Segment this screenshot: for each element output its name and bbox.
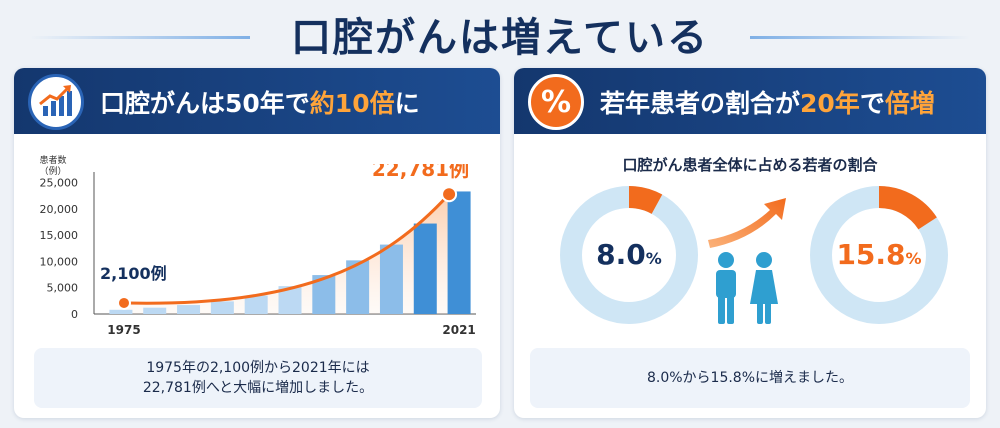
x-tick-label: 1975 — [107, 323, 140, 337]
bar — [244, 295, 268, 314]
patient-count-chart: 0 5,000 10,000 15,000 20,000 25,000 2,100例 22,… — [40, 164, 476, 337]
donut-slice — [810, 186, 948, 324]
right-caption: 8.0%から15.8%に増えました。 — [530, 348, 970, 408]
percent-glyph: % — [540, 84, 572, 120]
people-illustration — [708, 198, 786, 324]
oral-cancer-growth-panel: 口腔がんは50年で約10倍に 患者数 （例） 0 5,000 10,000 15,00… — [14, 68, 500, 418]
donut-after-value: 15.8 — [836, 238, 906, 271]
right-heading-highlight: 20年 — [800, 89, 860, 118]
start-data-label: 2,100例 — [100, 264, 167, 283]
y-axis-unit-line2: （例） — [39, 167, 67, 177]
bar — [346, 260, 370, 314]
x-tick-label: 2021 — [442, 323, 475, 337]
bar — [143, 307, 167, 314]
y-tick-label: 20,000 — [40, 203, 79, 216]
right-panel-heading: 若年患者の割合が20年で倍増 — [600, 84, 935, 120]
y-tick-label: 0 — [71, 308, 78, 321]
left-panel-heading: 口腔がんは50年で約10倍に — [100, 84, 420, 120]
trend-point-start — [117, 295, 131, 310]
y-tick-label: 25,000 — [40, 177, 79, 190]
bar — [312, 275, 336, 314]
donut-before-value: 8.0 — [596, 238, 646, 271]
male-figure-icon — [716, 252, 736, 324]
main-title: 口腔がんは増えている — [291, 15, 709, 61]
right-subtitle: 口腔がん患者全体に占める若者の割合 — [622, 156, 878, 174]
bar — [278, 286, 302, 314]
right-panel-header: % 若年患者の割合が20年で倍増 — [514, 68, 986, 134]
donut-chart-after — [810, 186, 948, 324]
donut-before-unit: % — [645, 249, 662, 268]
y-tick-label: 5,000 — [47, 282, 79, 295]
donut-after-unit: % — [905, 249, 922, 268]
title-decoration-left — [30, 36, 250, 39]
right-caption-text: 8.0%から15.8%に増えました。 — [646, 370, 854, 386]
left-heading-suffix: に — [394, 89, 420, 118]
left-panel-header: 口腔がんは50年で約10倍に — [14, 68, 500, 134]
y-axis-unit: 患者数 （例） — [28, 156, 78, 178]
arrow-up-right-icon — [708, 198, 786, 248]
title-bar: 口腔がんは増えている — [0, 0, 1000, 68]
bar — [177, 305, 201, 314]
left-caption-line2: 22,781例へと大幅に増加しました。 — [142, 380, 374, 396]
left-caption-line1: 1975年の2,100例から2021年には — [146, 360, 370, 376]
donut-after-label: 15.8% — [819, 238, 939, 271]
female-figure-icon — [750, 252, 778, 324]
donut-slice — [560, 186, 698, 324]
y-tick-label: 15,000 — [40, 229, 79, 242]
percent-icon: % — [528, 74, 584, 130]
end-data-label: 22,781例 — [372, 164, 469, 181]
left-caption: 1975年の2,100例から2021年には 22,781例へと大幅に増加しました… — [34, 348, 482, 408]
right-heading-mid: で — [859, 89, 885, 118]
bar — [109, 309, 133, 314]
left-heading-prefix: 口腔がんは50年で — [100, 89, 310, 118]
right-heading-highlight2: 倍増 — [884, 89, 935, 118]
right-heading-prefix: 若年患者の割合が — [600, 89, 801, 118]
title-decoration-right — [750, 36, 970, 39]
trend-line — [123, 193, 451, 305]
bar — [379, 244, 403, 314]
growth-chart-icon-graphic — [39, 85, 72, 116]
donut-before-label: 8.0% — [569, 238, 689, 271]
y-axis-unit-line1: 患者数 — [39, 156, 67, 166]
donut-chart-before — [560, 186, 698, 324]
bar — [447, 191, 471, 314]
bar — [413, 223, 437, 314]
bar — [210, 301, 234, 314]
growth-chart-icon — [28, 74, 84, 130]
left-heading-highlight: 約10倍 — [309, 89, 395, 118]
young-patient-ratio-panel: % 若年患者の割合が20年で倍増 口腔がん患者全体に占める若者の割合 8.0 % … — [514, 68, 986, 418]
y-tick-label: 10,000 — [40, 255, 79, 268]
trend-point-end — [441, 186, 458, 203]
